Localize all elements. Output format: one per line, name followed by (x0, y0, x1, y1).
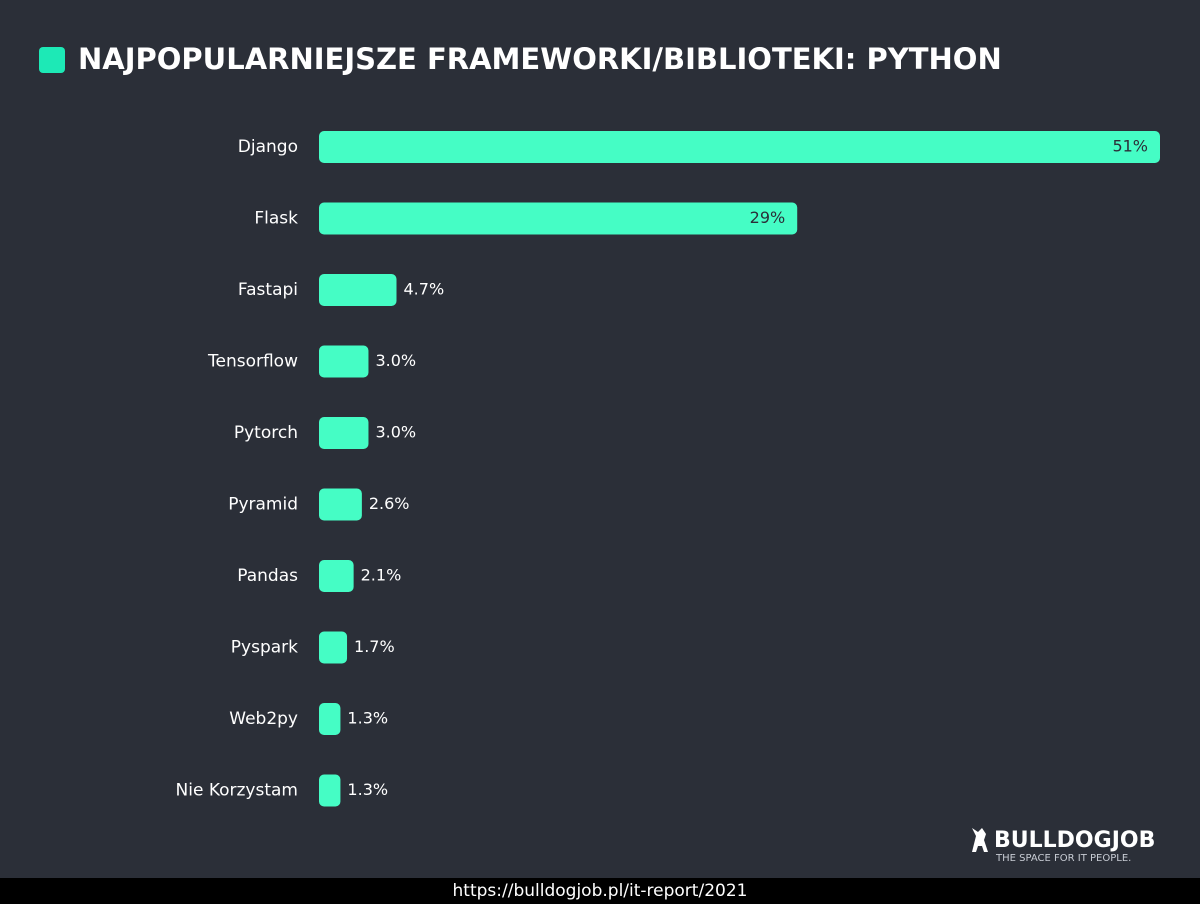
bar (319, 560, 354, 592)
bar (319, 488, 362, 521)
chart-title: NAJPOPULARNIEJSZE FRAMEWORKI/BIBLIOTEKI:… (78, 42, 1002, 76)
value-label: 3.0% (375, 423, 416, 442)
value-label: 51% (1112, 137, 1148, 156)
bar (319, 703, 341, 735)
category-label: Pandas (237, 566, 298, 586)
bar (319, 417, 369, 449)
footer-url: https://bulldogjob.pl/it-report/2021 (453, 881, 748, 901)
value-label: 4.7% (404, 280, 445, 299)
category-label: Web2py (229, 709, 298, 729)
category-label: Pyspark (231, 638, 298, 658)
logo-tagline: THE SPACE FOR IT PEOPLE. (995, 853, 1131, 864)
bar (319, 345, 369, 378)
logo-name: BULLDOGJOB (994, 828, 1155, 853)
value-label: 1.7% (354, 637, 395, 656)
value-label: 1.3% (347, 780, 388, 799)
value-label: 29% (750, 208, 786, 227)
value-label: 1.3% (347, 709, 388, 728)
bar (319, 274, 397, 306)
logo: BULLDOGJOB THE SPACE FOR IT PEOPLE. (972, 828, 1155, 864)
value-label: 2.6% (369, 494, 410, 513)
bar (319, 131, 1160, 163)
category-label: Nie Korzystam (176, 781, 298, 801)
category-label: Flask (254, 209, 298, 229)
bar (319, 202, 798, 235)
category-label: Fastapi (238, 280, 298, 300)
category-label: Tensorflow (207, 352, 298, 372)
title-marker (39, 47, 65, 73)
footer-bar (0, 878, 1200, 904)
bar (319, 774, 341, 807)
bar (319, 631, 348, 664)
value-label: 2.1% (361, 566, 402, 585)
value-label: 3.0% (375, 351, 416, 370)
category-label: Pytorch (234, 423, 298, 443)
logo-icon (972, 828, 988, 852)
category-label: Pyramid (228, 495, 298, 515)
category-label: Django (238, 137, 298, 157)
